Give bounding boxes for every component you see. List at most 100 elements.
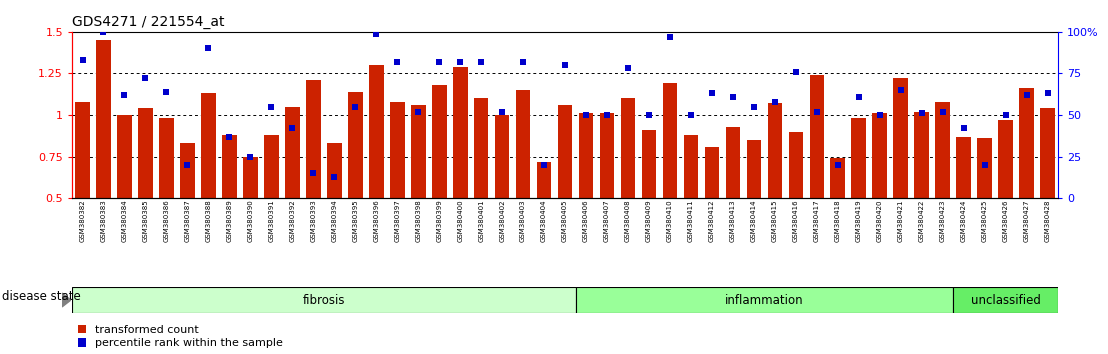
Text: disease state: disease state <box>2 290 81 303</box>
Bar <box>998 120 1013 281</box>
Bar <box>181 143 195 281</box>
Bar <box>201 93 216 281</box>
Bar <box>953 287 1058 313</box>
Bar <box>222 135 237 281</box>
Bar <box>243 156 258 281</box>
Bar <box>810 75 824 281</box>
Bar <box>160 118 174 281</box>
Point <box>745 104 762 110</box>
Point <box>1018 92 1036 98</box>
Point <box>661 34 679 40</box>
Point <box>704 91 721 96</box>
Point <box>347 104 365 110</box>
Bar <box>726 127 740 281</box>
Point <box>472 59 490 65</box>
Point <box>242 154 259 159</box>
Bar <box>474 98 489 281</box>
Point <box>619 65 637 71</box>
Point <box>976 162 994 168</box>
Point <box>556 62 574 68</box>
Point <box>220 134 238 139</box>
Point <box>683 112 700 118</box>
Point <box>1039 91 1057 96</box>
Bar <box>935 102 950 281</box>
Bar <box>578 113 594 281</box>
Bar <box>453 67 468 281</box>
Point <box>577 112 595 118</box>
Bar <box>872 113 888 281</box>
Bar <box>768 103 782 281</box>
Point <box>305 171 322 176</box>
Point <box>787 69 804 75</box>
Bar <box>96 40 111 281</box>
Bar <box>390 102 404 281</box>
Point <box>368 31 386 36</box>
Bar <box>599 113 614 281</box>
Point <box>934 109 952 115</box>
Bar <box>536 162 552 281</box>
Point <box>451 59 469 65</box>
Bar <box>495 115 510 281</box>
Bar <box>515 90 531 281</box>
Bar <box>642 130 656 281</box>
Bar <box>747 140 761 281</box>
Point <box>389 59 407 65</box>
Polygon shape <box>62 293 71 307</box>
Bar <box>1019 88 1034 281</box>
Point <box>430 59 448 65</box>
Point <box>263 104 280 110</box>
Point <box>640 112 658 118</box>
Point <box>955 126 973 131</box>
Point <box>157 89 175 95</box>
Bar <box>348 92 362 281</box>
Bar <box>620 98 635 281</box>
Bar <box>831 158 845 281</box>
Bar <box>789 132 803 281</box>
Point <box>724 94 741 99</box>
Bar <box>1040 108 1055 281</box>
Bar <box>306 80 320 281</box>
Point <box>598 112 616 118</box>
Point <box>766 99 783 104</box>
Point <box>892 87 910 93</box>
Bar <box>117 115 132 281</box>
Bar <box>369 65 383 281</box>
Point <box>284 126 301 131</box>
Point <box>514 59 532 65</box>
Bar <box>684 135 698 281</box>
Bar <box>893 79 909 281</box>
Bar <box>264 135 279 281</box>
Bar <box>575 287 953 313</box>
Point <box>409 109 427 115</box>
Point <box>178 162 196 168</box>
Bar <box>557 105 573 281</box>
Bar <box>432 85 447 281</box>
Point <box>850 94 868 99</box>
Point <box>493 109 511 115</box>
Point <box>829 162 847 168</box>
Bar <box>914 112 930 281</box>
Bar <box>72 287 575 313</box>
Bar <box>75 102 90 281</box>
Bar <box>411 105 425 281</box>
Legend: transformed count, percentile rank within the sample: transformed count, percentile rank withi… <box>78 325 284 348</box>
Bar <box>138 108 153 281</box>
Bar <box>956 137 971 281</box>
Bar <box>705 147 719 281</box>
Point <box>871 112 889 118</box>
Bar <box>285 107 299 281</box>
Point <box>73 57 91 63</box>
Point <box>997 112 1015 118</box>
Bar <box>663 84 677 281</box>
Text: fibrosis: fibrosis <box>302 293 345 307</box>
Bar <box>851 118 866 281</box>
Bar <box>977 138 992 281</box>
Point <box>326 174 343 179</box>
Text: GDS4271 / 221554_at: GDS4271 / 221554_at <box>72 16 225 29</box>
Point <box>115 92 133 98</box>
Point <box>94 29 112 35</box>
Point <box>913 110 931 116</box>
Text: unclassified: unclassified <box>971 293 1040 307</box>
Bar <box>327 143 341 281</box>
Point <box>199 46 217 51</box>
